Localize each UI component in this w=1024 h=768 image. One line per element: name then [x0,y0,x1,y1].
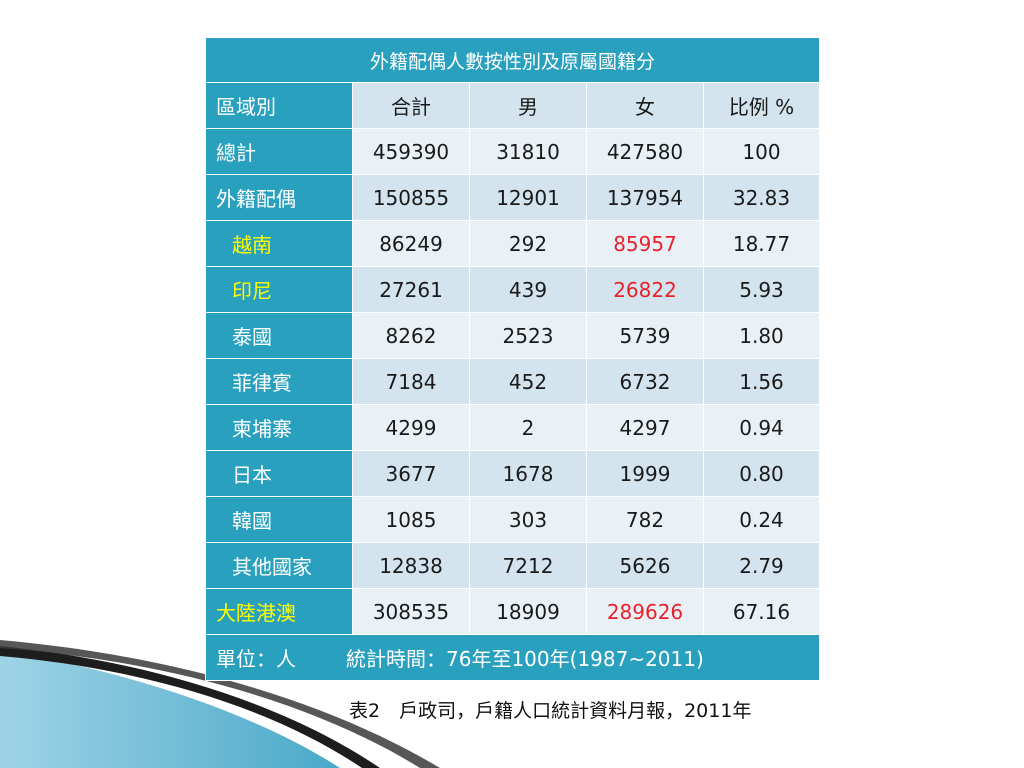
cell-total: 308535 [352,588,470,635]
header-ratio: 比例 % [703,82,820,129]
row-label: 柬埔寨 [205,404,353,451]
cell-ratio: 32.83 [703,174,820,221]
table-title-row: 外籍配偶人數按性別及原屬國籍分 [205,37,820,83]
cell-male: 303 [469,496,587,543]
row-label: 韓國 [205,496,353,543]
cell-male: 292 [469,220,587,267]
table-row: 泰國 8262 2523 5739 1.80 [205,312,820,359]
cell-ratio: 1.80 [703,312,820,359]
table-row: 韓國 1085 303 782 0.24 [205,496,820,543]
cell-female: 6732 [586,358,704,405]
row-label: 印尼 [205,266,353,313]
cell-female: 427580 [586,128,704,175]
cell-ratio: 0.24 [703,496,820,543]
cell-male: 7212 [469,542,587,589]
cell-total: 8262 [352,312,470,359]
cell-ratio: 67.16 [703,588,820,635]
table-row: 外籍配偶 150855 12901 137954 32.83 [205,174,820,221]
row-label: 越南 [205,220,353,267]
cell-total: 7184 [352,358,470,405]
cell-male: 1678 [469,450,587,497]
table-row: 大陸港澳 308535 18909 289626 67.16 [205,588,820,635]
cell-total: 27261 [352,266,470,313]
table-row: 其他國家 12838 7212 5626 2.79 [205,542,820,589]
cell-total: 3677 [352,450,470,497]
cell-female: 4297 [586,404,704,451]
cell-male: 2523 [469,312,587,359]
row-label: 總計 [205,128,353,175]
cell-ratio: 0.94 [703,404,820,451]
table-row: 柬埔寨 4299 2 4297 0.94 [205,404,820,451]
cell-female: 289626 [586,588,704,635]
table-footer: 單位：人 統計時間：76年至100年(1987~2011) [205,634,820,681]
cell-total: 150855 [352,174,470,221]
row-label: 菲律賓 [205,358,353,405]
table-header-row: 區域別 合計 男 女 比例 % [205,82,820,129]
cell-ratio: 0.80 [703,450,820,497]
footer-period: 統計時間：76年至100年(1987~2011) [346,647,704,671]
table-title: 外籍配偶人數按性別及原屬國籍分 [205,37,820,83]
table-row: 菲律賓 7184 452 6732 1.56 [205,358,820,405]
table-caption: 表2 戶政司，戶籍人口統計資料月報，2011年 [349,700,752,722]
cell-male: 452 [469,358,587,405]
cell-total: 459390 [352,128,470,175]
row-label: 泰國 [205,312,353,359]
decorative-swoosh [0,640,440,768]
cell-total: 86249 [352,220,470,267]
cell-total: 12838 [352,542,470,589]
cell-female: 85957 [586,220,704,267]
table-row: 越南 86249 292 85957 18.77 [205,220,820,267]
cell-female: 782 [586,496,704,543]
cell-ratio: 1.56 [703,358,820,405]
foreign-spouse-stats-table: 外籍配偶人數按性別及原屬國籍分 區域別 合計 男 女 比例 % 總計 45939… [205,37,820,681]
footer-unit: 單位：人 [216,647,296,671]
table-row: 日本 3677 1678 1999 0.80 [205,450,820,497]
table-row: 總計 459390 31810 427580 100 [205,128,820,175]
row-label: 日本 [205,450,353,497]
cell-male: 439 [469,266,587,313]
cell-male: 18909 [469,588,587,635]
cell-male: 31810 [469,128,587,175]
header-region: 區域別 [205,82,353,129]
header-total: 合計 [352,82,470,129]
header-female: 女 [586,82,704,129]
cell-female: 1999 [586,450,704,497]
cell-male: 2 [469,404,587,451]
row-label: 其他國家 [205,542,353,589]
cell-ratio: 100 [703,128,820,175]
cell-ratio: 2.79 [703,542,820,589]
cell-female: 26822 [586,266,704,313]
header-male: 男 [469,82,587,129]
cell-total: 4299 [352,404,470,451]
cell-ratio: 5.93 [703,266,820,313]
cell-female: 5626 [586,542,704,589]
cell-male: 12901 [469,174,587,221]
cell-female: 137954 [586,174,704,221]
cell-ratio: 18.77 [703,220,820,267]
row-label: 大陸港澳 [205,588,353,635]
cell-total: 1085 [352,496,470,543]
table-row: 印尼 27261 439 26822 5.93 [205,266,820,313]
table-footer-row: 單位：人 統計時間：76年至100年(1987~2011) [205,634,820,681]
row-label: 外籍配偶 [205,174,353,221]
cell-female: 5739 [586,312,704,359]
